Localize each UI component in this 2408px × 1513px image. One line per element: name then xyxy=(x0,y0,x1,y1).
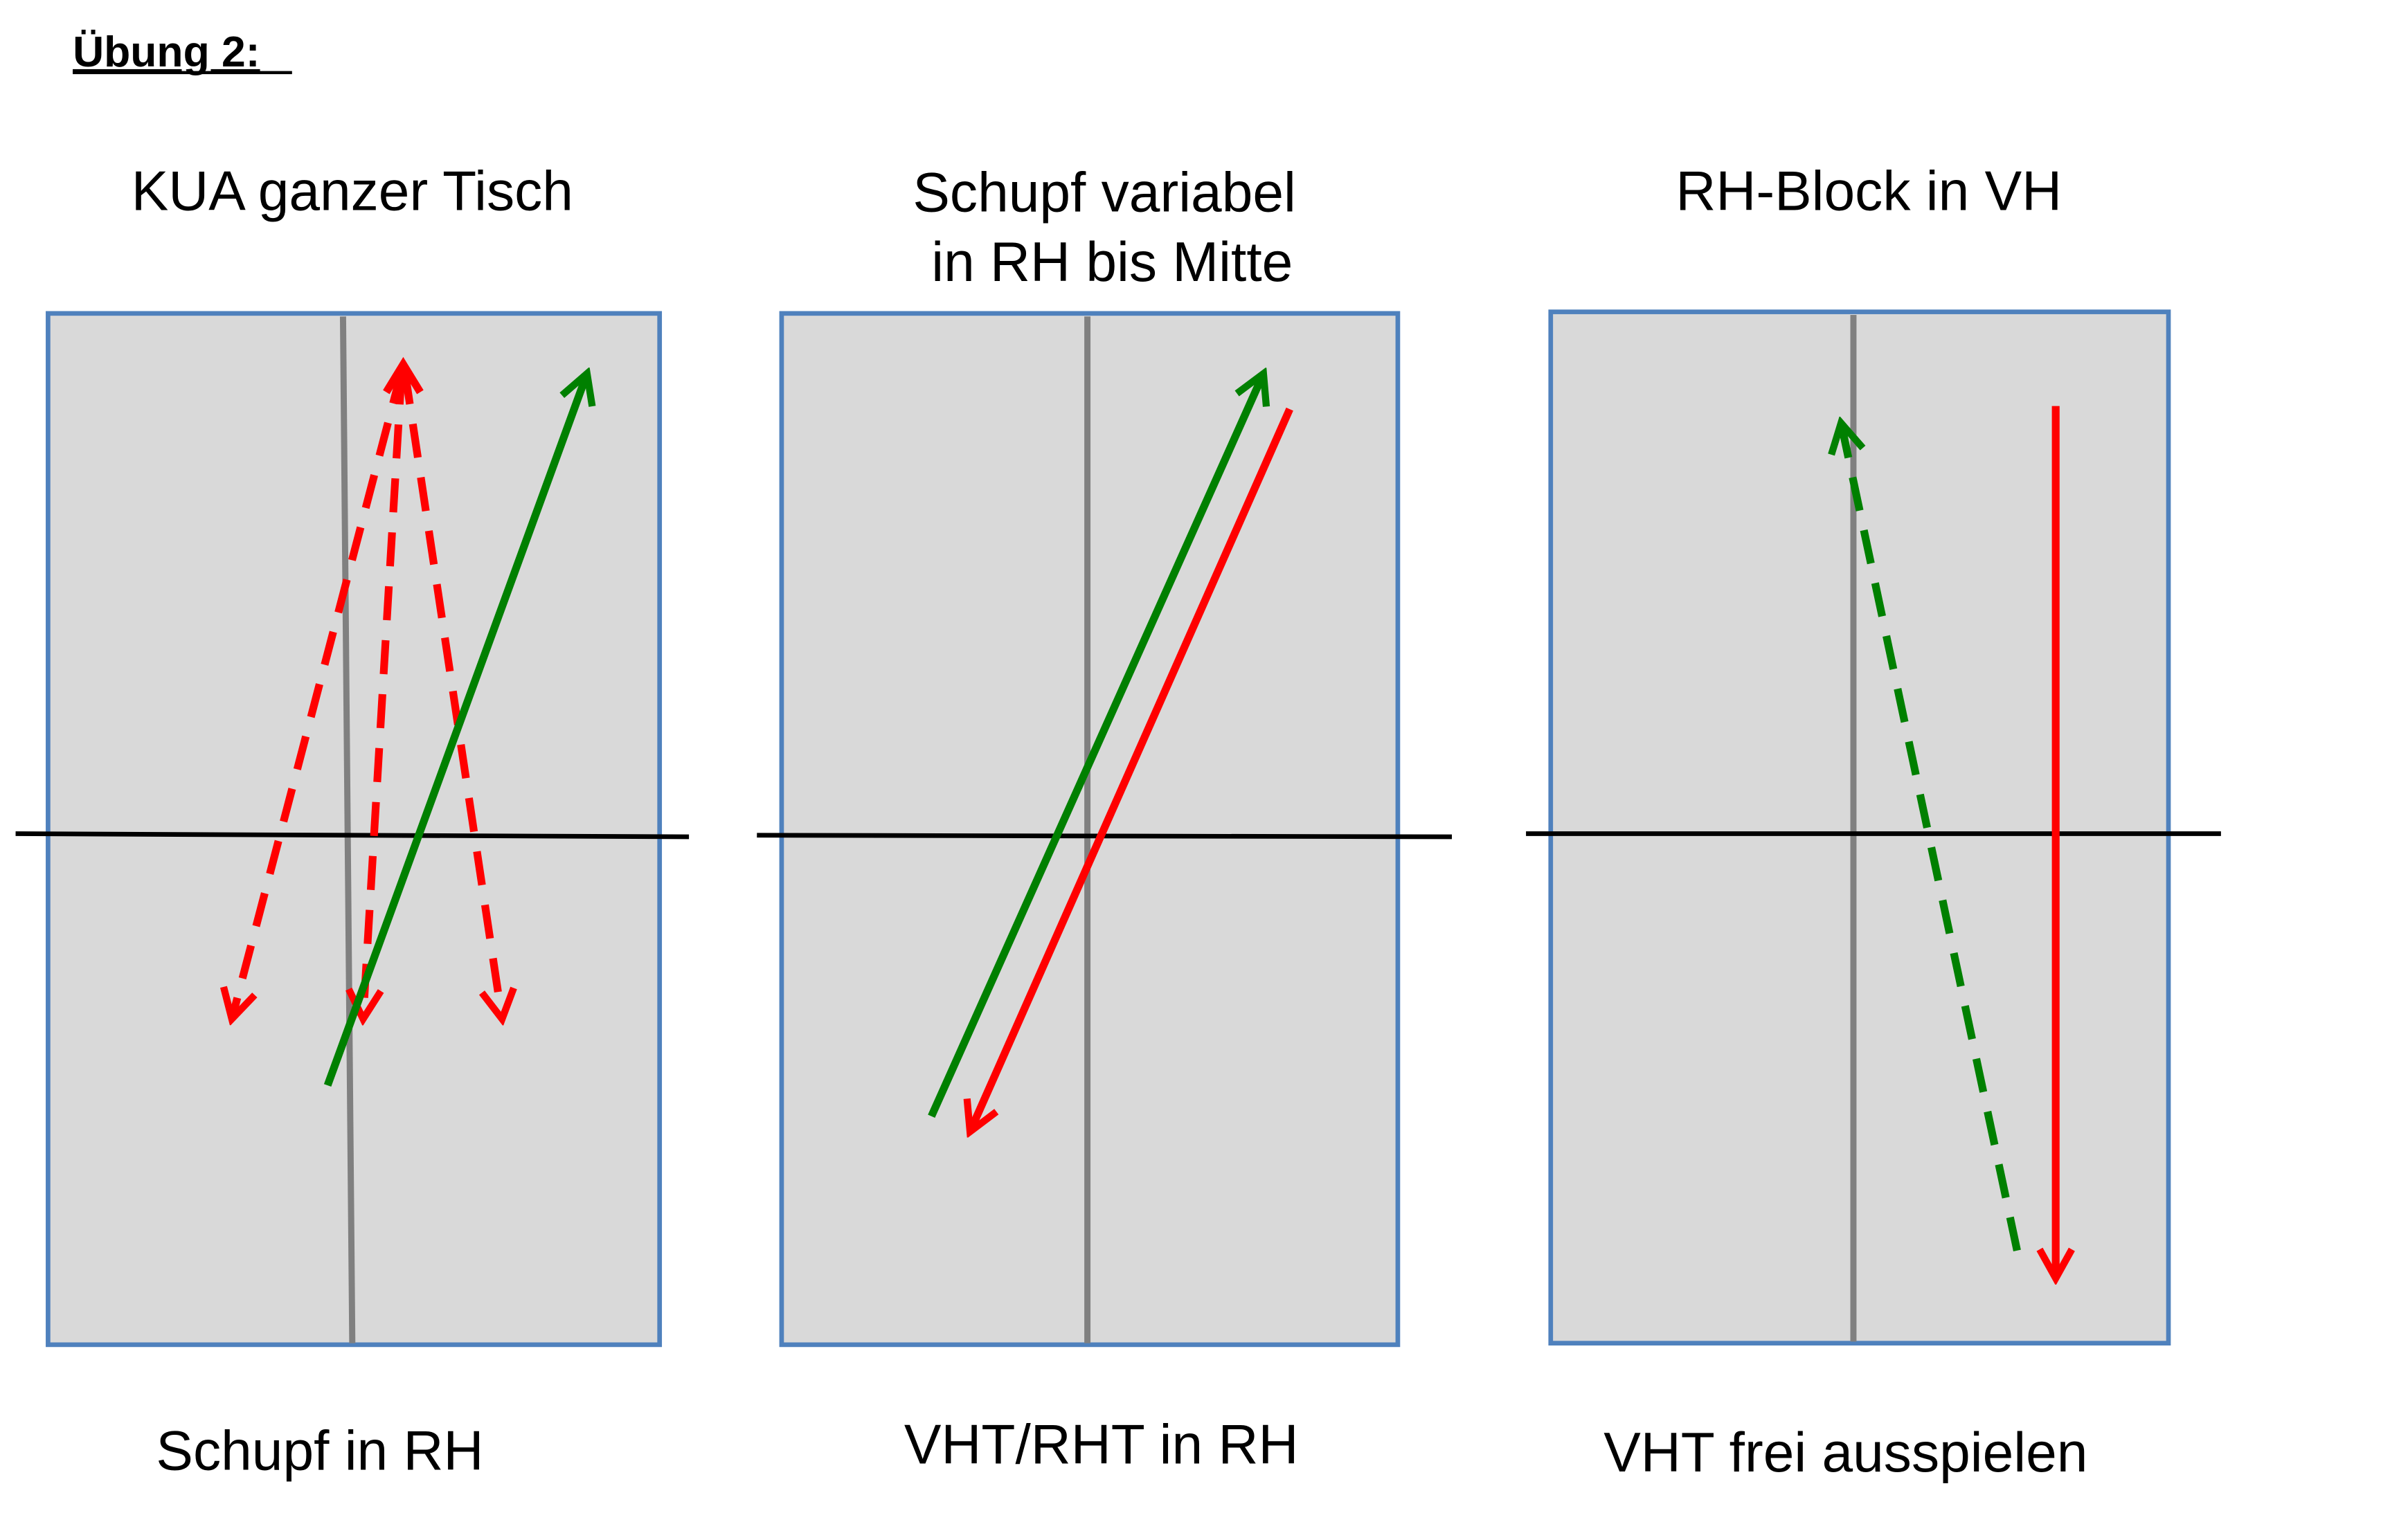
panel-heading: in RH bis Mitte xyxy=(931,231,1293,293)
panel-caption: Schupf in RH xyxy=(156,1420,483,1483)
panel: RH-Block in VH VHT frei ausspielen xyxy=(1526,160,2221,1484)
page-title: Übung 2: xyxy=(73,28,260,76)
panel-heading: RH-Block in VH xyxy=(1675,160,2062,222)
arrow xyxy=(401,370,503,1019)
arrow xyxy=(323,374,587,1087)
table xyxy=(46,311,663,1348)
panel-caption: VHT/RHT in RH xyxy=(904,1414,1299,1476)
arrow xyxy=(363,370,406,1019)
center-line xyxy=(339,316,356,1343)
net xyxy=(15,831,690,840)
panel-heading: Schupf variabel xyxy=(913,162,1295,224)
panel-caption: VHT frei ausspielen xyxy=(1603,1422,2087,1484)
panel-heading: KUA ganzer Tisch xyxy=(132,160,573,222)
panel: Schupf variabel in RH bis Mitte VHT/RHT … xyxy=(757,162,1453,1476)
table xyxy=(1548,309,2171,1346)
arrow xyxy=(232,369,406,1019)
arrow xyxy=(1841,423,2021,1251)
panel: KUA ganzer Tisch Schupf in RH xyxy=(15,160,690,1483)
arrow xyxy=(928,374,1264,1118)
arrow xyxy=(970,407,1293,1132)
arrow-head xyxy=(383,356,424,395)
